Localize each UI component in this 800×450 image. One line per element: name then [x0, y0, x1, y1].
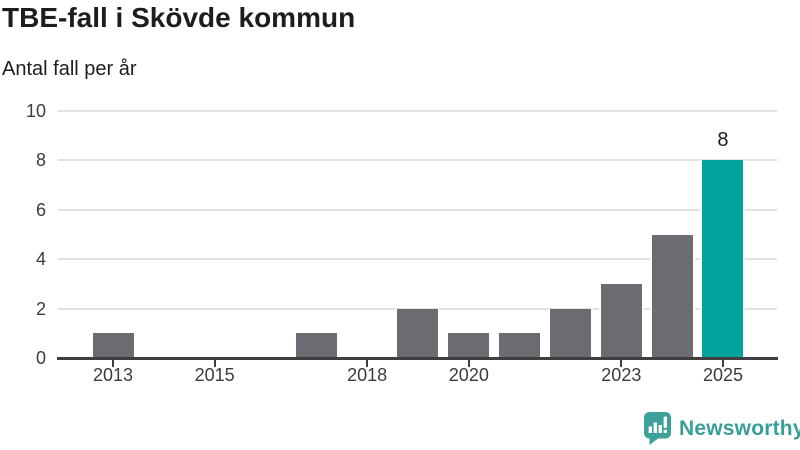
y-axis-tick-label: 10: [25, 101, 46, 121]
bar-2022: [547, 308, 593, 358]
x-axis-tick-label: 2020: [448, 365, 489, 385]
x-axis-tick-2013: [112, 360, 114, 367]
bar-2019: [395, 308, 441, 358]
gridline-y-8: [58, 159, 777, 162]
gridline-y-6: [58, 208, 777, 211]
y-axis-tick-label: 6: [35, 199, 46, 220]
bar-2020: [446, 333, 492, 358]
y-axis-tick-label: 2: [35, 298, 46, 319]
y-axis-tick-label: 0: [35, 348, 46, 368]
bar-value-label-2025: 8: [717, 129, 729, 152]
x-axis-tick-2018: [366, 360, 369, 367]
y-axis-tick-label: 8: [35, 150, 46, 171]
bar-2025: [700, 160, 746, 358]
chart-subtitle: Antal fall per år: [2, 58, 137, 80]
gridline-y-10: [58, 110, 777, 112]
bar-2023: [598, 283, 644, 358]
x-axis-tick-2020: [467, 360, 470, 367]
x-axis-line: [57, 357, 778, 360]
bar-2024: [649, 234, 695, 358]
bar-2017: [293, 333, 339, 358]
gridline-y-4: [58, 258, 777, 261]
bar-2021: [497, 333, 543, 358]
bar-2013: [90, 333, 136, 358]
x-axis-tick-2015: [213, 360, 216, 367]
x-axis-tick-label: 2013: [92, 365, 134, 385]
newsworthy-logo: Newsworthy: [644, 412, 800, 445]
x-axis-tick-2025: [721, 360, 724, 367]
x-axis-tick-label: 2015: [194, 365, 235, 385]
x-axis-tick-label: 2023: [601, 365, 642, 385]
chart-title: TBE-fall i Skövde kommun: [2, 2, 356, 33]
x-axis-tick-label: 2018: [347, 365, 388, 385]
newsworthy-logo-text: Newsworthy: [679, 417, 800, 440]
y-axis-tick-label: 4: [35, 249, 46, 270]
x-axis-tick-label: 2025: [702, 365, 743, 385]
newsworthy-bar-chart-speech-bubble-icon: [644, 412, 671, 445]
x-axis-tick-2023: [620, 360, 623, 367]
